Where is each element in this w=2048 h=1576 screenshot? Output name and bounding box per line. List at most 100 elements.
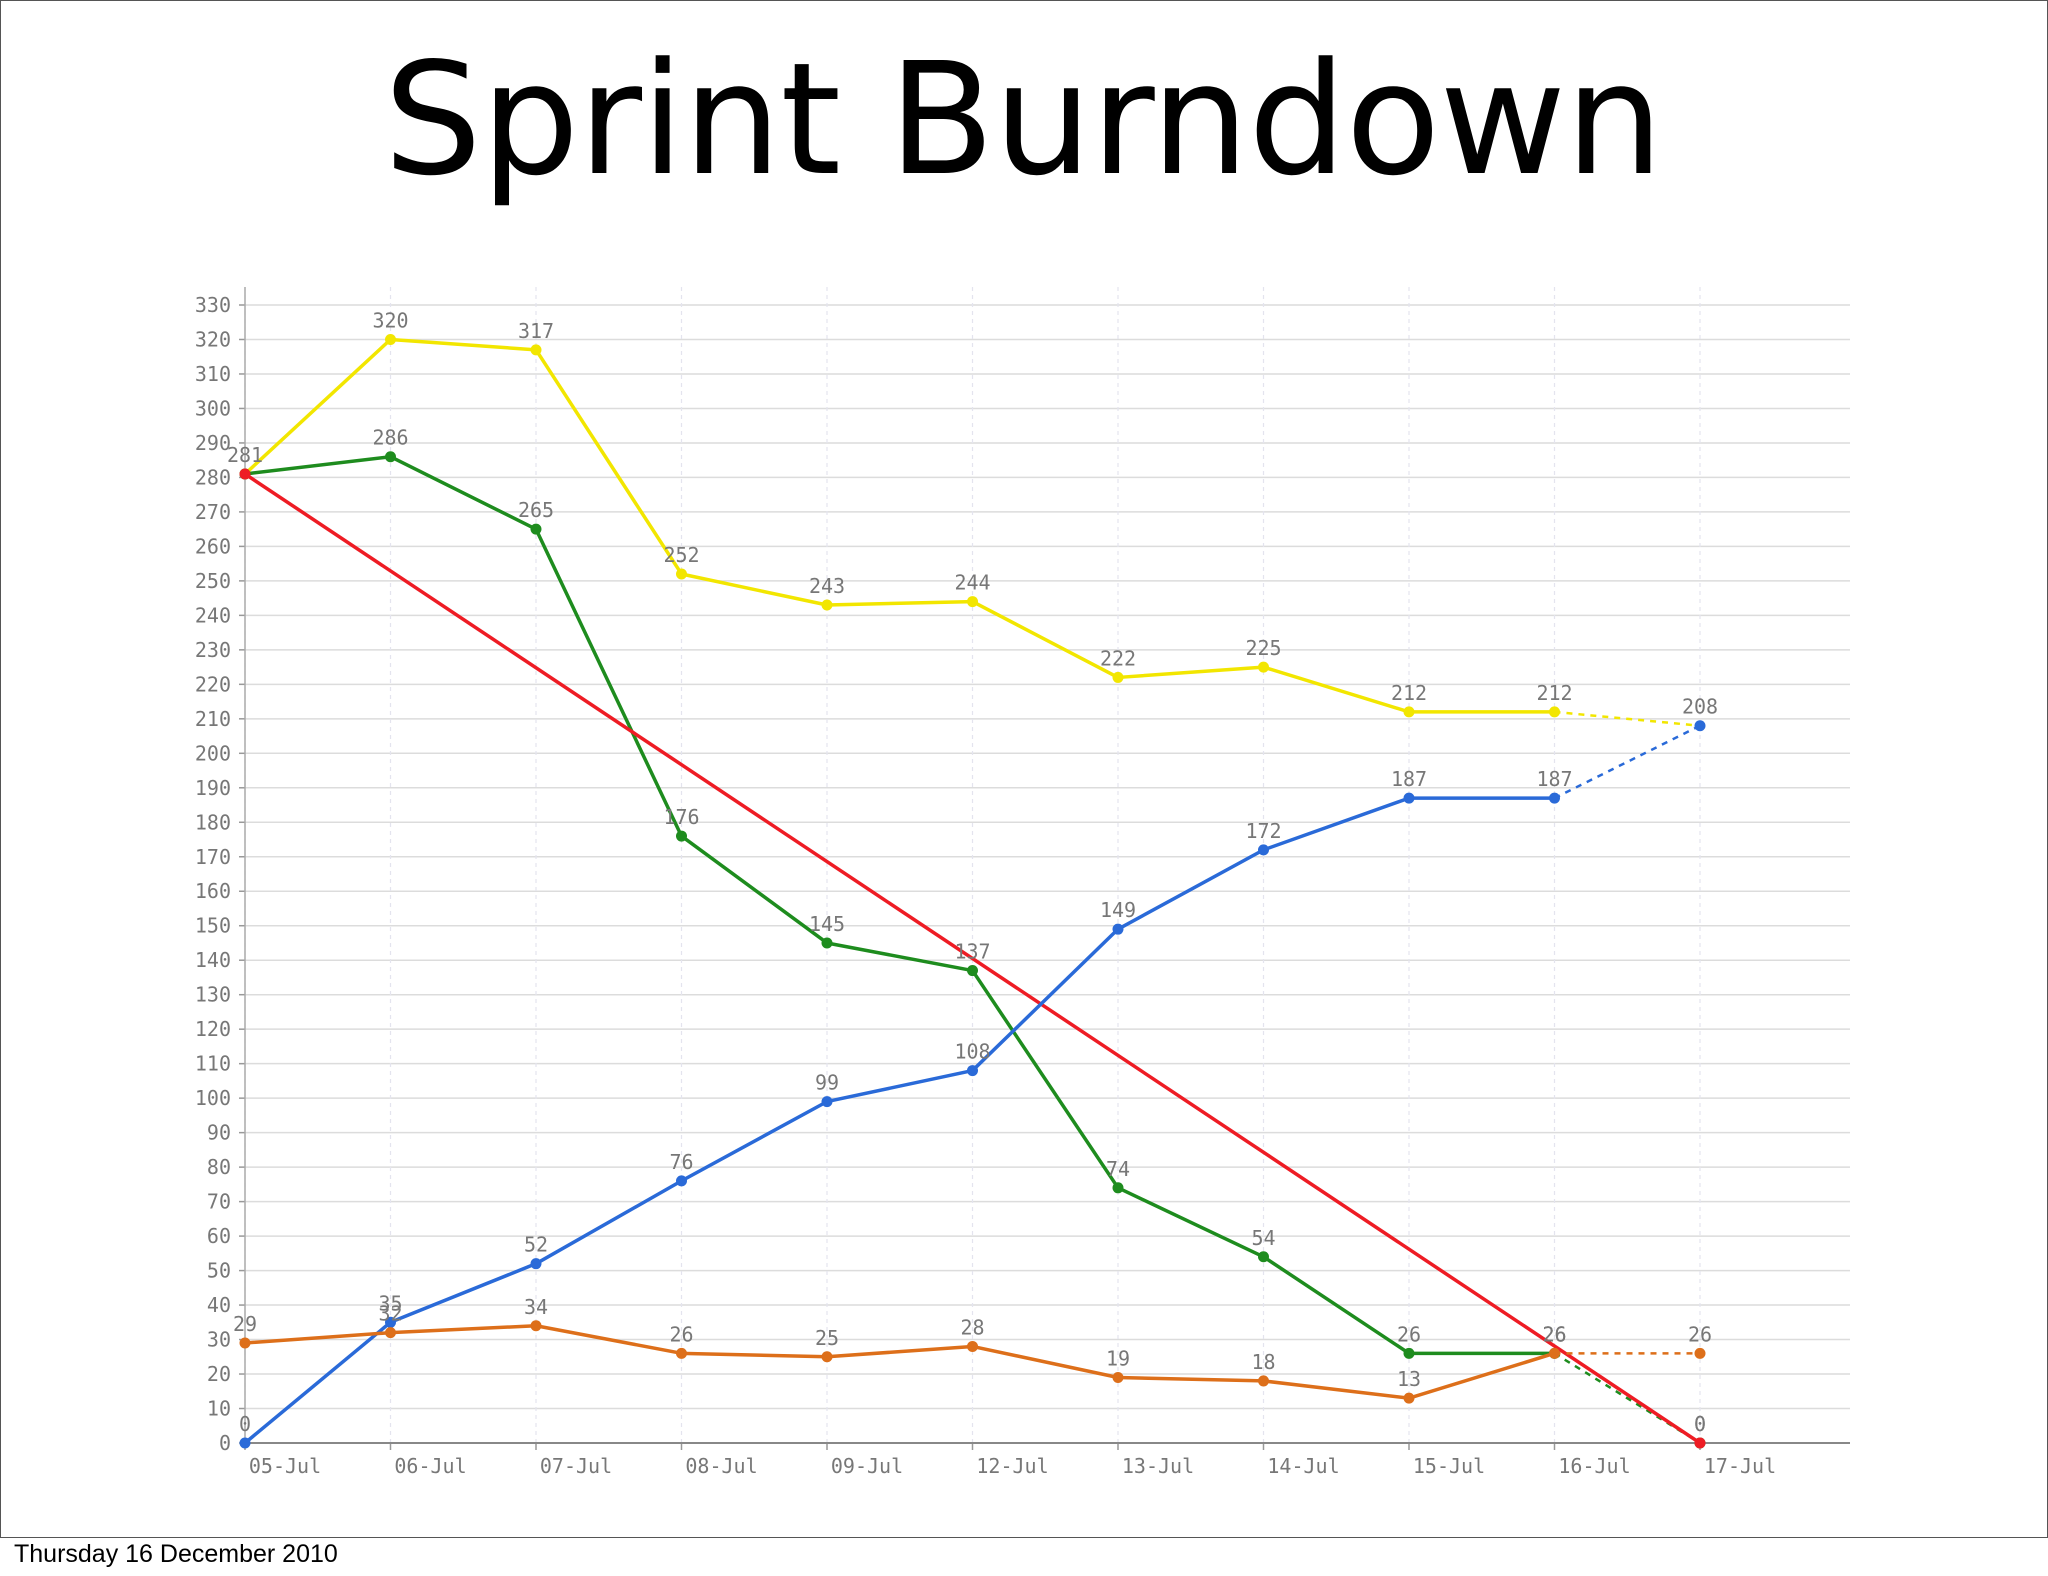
- y-tick-label: 190: [195, 776, 231, 800]
- series-3-point: [821, 1096, 833, 1108]
- y-tick-label: 30: [207, 1328, 231, 1352]
- series-4-point: [239, 1337, 251, 1349]
- series-3-point: [530, 1258, 542, 1270]
- y-tick-label: 320: [195, 327, 231, 351]
- series-4-point: [1258, 1375, 1269, 1387]
- x-tick-label: 14-Jul: [1267, 1454, 1339, 1478]
- series-1-point: [530, 523, 542, 535]
- burndown-chart: 0102030405060708090100110120130140150160…: [195, 287, 1850, 1478]
- series-0-data-label: 281: [227, 443, 263, 467]
- series-4-data-label: 19: [1106, 1346, 1130, 1370]
- series-4-point: [967, 1340, 978, 1352]
- series-0-data-label: 244: [954, 571, 990, 595]
- series-3-point: [967, 1065, 978, 1077]
- y-tick-label: 300: [195, 396, 231, 420]
- y-tick-label: 160: [195, 879, 231, 903]
- x-tick-label: 07-Jul: [540, 1454, 612, 1478]
- y-tick-label: 0: [219, 1431, 231, 1455]
- series-3-data-label: 149: [1100, 898, 1136, 922]
- x-tick-label: 16-Jul: [1558, 1454, 1630, 1478]
- y-tick-label: 230: [195, 638, 231, 662]
- series-4-point: [1403, 1392, 1415, 1404]
- y-tick-label: 260: [195, 534, 231, 558]
- series-4-point: [1694, 1347, 1706, 1359]
- series-4-data-label: 25: [815, 1326, 839, 1350]
- series-4-data-label: 29: [233, 1312, 257, 1336]
- series-0-point: [1258, 661, 1269, 673]
- y-tick-label: 290: [195, 431, 231, 455]
- y-tick-label: 250: [195, 569, 231, 593]
- series-3-data-label: 187: [1391, 767, 1427, 791]
- series-4-data-label: 34: [524, 1295, 548, 1319]
- series-3-data-label: 187: [1536, 767, 1572, 791]
- series-3-data-label: 99: [815, 1071, 839, 1095]
- x-tick-label: 09-Jul: [831, 1454, 903, 1478]
- y-tick-label: 210: [195, 707, 231, 731]
- series-4-point: [1549, 1347, 1560, 1359]
- series-4-data-label: 18: [1251, 1350, 1275, 1374]
- series-0-data-label: 243: [809, 574, 845, 598]
- y-tick-label: 70: [207, 1190, 231, 1214]
- y-tick-label: 120: [195, 1017, 231, 1041]
- x-tick-label: 08-Jul: [685, 1454, 757, 1478]
- y-tick-label: 110: [195, 1052, 231, 1076]
- y-tick-label: 280: [195, 465, 231, 489]
- series-1-point: [676, 830, 687, 842]
- series-4-point: [385, 1327, 396, 1339]
- series-4-data-label: 26: [1542, 1322, 1566, 1346]
- y-tick-label: 310: [195, 362, 231, 386]
- series-1-point: [385, 451, 396, 463]
- y-tick-label: 220: [195, 672, 231, 696]
- y-tick-label: 20: [207, 1362, 231, 1386]
- x-tick-label: 15-Jul: [1413, 1454, 1485, 1478]
- y-tick-label: 40: [207, 1293, 231, 1317]
- series-2-point: [1694, 1437, 1706, 1449]
- y-tick-label: 180: [195, 810, 231, 834]
- series-1-data-label: 74: [1106, 1157, 1130, 1181]
- slide: [0, 0, 2048, 1538]
- series-1-data-label: 0: [1694, 1412, 1706, 1436]
- series-3-point: [1549, 792, 1560, 804]
- series-3-line: [243, 796, 1555, 1445]
- series-3-data-label: 0: [239, 1412, 251, 1436]
- y-tick-label: 100: [195, 1086, 231, 1110]
- series-0-data-label: 212: [1391, 681, 1427, 705]
- series-0-point: [1112, 671, 1124, 683]
- series-0-data-label: 320: [372, 308, 408, 332]
- x-tick-label: 05-Jul: [249, 1454, 321, 1478]
- x-tick-label: 17-Jul: [1704, 1454, 1776, 1478]
- series-0-projection: [1554, 710, 1701, 727]
- y-tick-label: 140: [195, 948, 231, 972]
- series-1-data-label: 137: [954, 940, 990, 964]
- series-4-point: [821, 1351, 833, 1363]
- y-tick-label: 270: [195, 500, 231, 524]
- y-tick-label: 10: [207, 1397, 231, 1421]
- series-1-data-label: 176: [663, 805, 699, 829]
- series-0-data-label: 222: [1100, 646, 1136, 670]
- series-1-point: [1112, 1182, 1124, 1194]
- series-3-point: [1258, 844, 1269, 856]
- series-1-point: [821, 937, 833, 949]
- y-tick-label: 50: [207, 1259, 231, 1283]
- y-tick-label: 80: [207, 1155, 231, 1179]
- series-3-data-label: 172: [1245, 819, 1281, 843]
- series-1-point: [1258, 1251, 1269, 1263]
- series-3-data-label: 76: [669, 1150, 693, 1174]
- series-1-projection: [1553, 1352, 1701, 1445]
- series-1-point: [1403, 1347, 1415, 1359]
- series-4-data-label: 28: [960, 1315, 984, 1339]
- series-1-data-label: 26: [1542, 1322, 1566, 1346]
- series-1-data-label: 26: [1397, 1322, 1421, 1346]
- series-4-line: [244, 1324, 1556, 1400]
- series-1-data-label: 145: [809, 912, 845, 936]
- series-4-data-label: 13: [1397, 1367, 1421, 1391]
- y-tick-label: 60: [207, 1224, 231, 1248]
- series-1-data-label: 265: [518, 498, 554, 522]
- y-tick-label: 240: [195, 603, 231, 627]
- y-tick-label: 150: [195, 914, 231, 938]
- series-0-data-label: 317: [518, 319, 554, 343]
- series-1-line: [244, 454, 1555, 1356]
- series-4-point: [530, 1320, 542, 1332]
- series-3-projection: [1553, 724, 1701, 800]
- x-tick-label: 12-Jul: [976, 1454, 1048, 1478]
